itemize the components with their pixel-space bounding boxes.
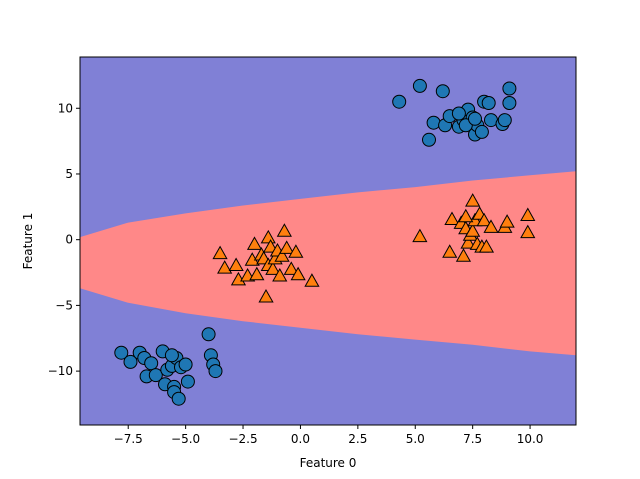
triangle-point [212, 245, 228, 260]
triangle-point [520, 207, 536, 221]
y-tick-label: −10 [48, 364, 73, 378]
triangle-point [217, 260, 233, 274]
triangle-point [290, 266, 306, 281]
plot-area [79, 56, 577, 426]
triangle-point [304, 273, 320, 287]
circle-point [180, 374, 195, 389]
circle-point [426, 115, 441, 130]
x-tick-label: 10.0 [517, 432, 544, 446]
triangle-point [478, 239, 495, 253]
triangle-point [274, 248, 290, 262]
x-tick-label: 2.5 [348, 432, 367, 446]
x-tick-label: −5.0 [171, 432, 200, 446]
triangle-point [465, 223, 481, 237]
circle-point [178, 357, 193, 372]
circle-point [171, 391, 186, 406]
circle-point [497, 113, 512, 128]
circle-point [481, 96, 496, 110]
circle-point [164, 348, 179, 363]
triangle-point [279, 240, 295, 254]
triangle-point [455, 248, 472, 262]
circle-point [392, 94, 407, 109]
triangle-point [465, 193, 481, 207]
y-axis-label: Feature 1 [21, 213, 35, 270]
x-tick-label: −7.5 [114, 432, 143, 446]
triangle-point [288, 244, 304, 258]
y-tick-label: −5 [55, 298, 73, 312]
triangle-point [476, 212, 492, 227]
x-tick-label: 7.5 [463, 432, 482, 446]
triangle-point [265, 261, 281, 275]
triangle-point [246, 236, 263, 250]
triangle-point [499, 214, 515, 228]
circle-point [114, 345, 129, 360]
triangle-point [228, 257, 244, 271]
plot-frame [79, 56, 577, 426]
triangle-point [283, 261, 299, 275]
circle-point [201, 327, 216, 342]
circle-point [148, 368, 163, 383]
data-points [114, 78, 536, 406]
circle-point [474, 124, 489, 139]
circle-point [422, 132, 436, 147]
circle-point [468, 111, 482, 126]
triangle-point [442, 244, 458, 258]
circle-point [435, 84, 450, 99]
circle-point [502, 81, 517, 96]
triangle-point [260, 229, 276, 244]
circle-point [412, 78, 427, 93]
triangle-point [272, 267, 288, 282]
x-tick-label: 5.0 [406, 432, 425, 446]
y-tick-label: 0 [65, 233, 73, 247]
y-tick-label: 10 [58, 101, 73, 115]
triangle-point [483, 219, 499, 233]
triangle-point [276, 223, 292, 237]
triangle-point [460, 235, 476, 249]
circle-point [502, 96, 517, 110]
triangle-point [258, 288, 274, 303]
circle-point [208, 364, 223, 379]
circle-point [123, 354, 138, 369]
triangle-point [412, 228, 428, 243]
circle-point [451, 106, 466, 121]
y-axis-ticks: −10 −5 0 5 10 [48, 101, 80, 378]
x-axis-label: Feature 0 [300, 456, 357, 470]
x-axis-ticks: −7.5 −5.0 −2.5 0.0 2.5 5.0 7.5 10.0 [114, 425, 544, 446]
triangle-point [458, 208, 474, 223]
x-tick-label: 0.0 [291, 432, 310, 446]
circle-point [144, 356, 159, 371]
triangle-point [262, 239, 279, 253]
x-tick-label: −2.5 [228, 432, 257, 446]
triangle-point [444, 211, 460, 225]
triangle-point [520, 224, 536, 239]
y-tick-label: 5 [65, 167, 73, 181]
triangle-point [249, 266, 265, 281]
